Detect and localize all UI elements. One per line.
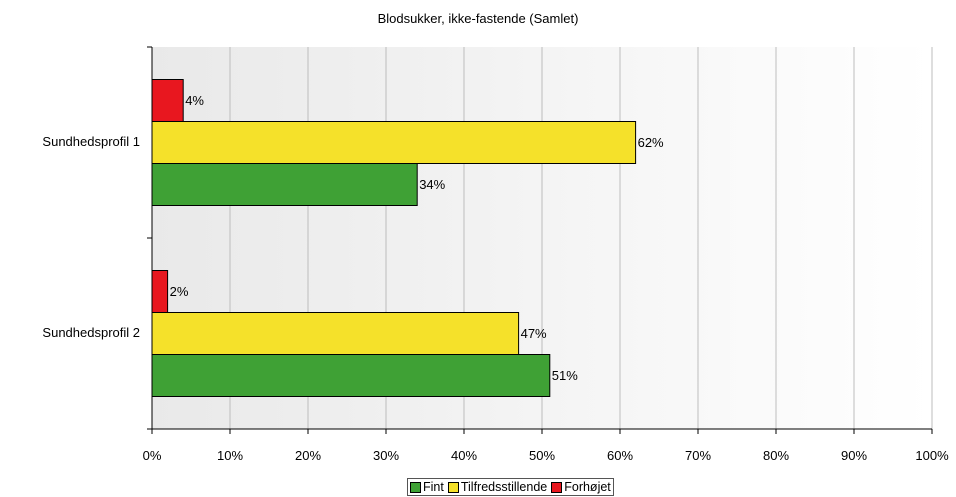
x-tick-label: 60% — [607, 448, 633, 463]
x-tick-label: 90% — [841, 448, 867, 463]
bar — [151, 79, 184, 122]
x-tick-label: 50% — [529, 448, 555, 463]
legend-item: Tilfredsstillende — [447, 480, 548, 494]
chart-title: Blodsukker, ikke-fastende (Samlet) — [377, 11, 579, 26]
bar — [151, 312, 520, 355]
bar — [151, 354, 551, 397]
legend-item: Forhøjet — [551, 480, 611, 494]
bar — [151, 121, 637, 164]
x-tick-label: 100% — [915, 448, 949, 463]
legend-label: Fint — [423, 480, 444, 494]
x-tick-label: 80% — [763, 448, 789, 463]
x-tick-label: 70% — [685, 448, 711, 463]
x-tick-label: 10% — [217, 448, 243, 463]
legend-swatch — [551, 481, 563, 493]
legend-item: Fint — [410, 480, 444, 494]
x-tick-label: 0% — [143, 448, 162, 463]
bar-value-label: 62% — [638, 135, 664, 150]
bar-value-label: 47% — [521, 326, 547, 341]
bar-value-label: 51% — [552, 368, 578, 383]
bar-value-label: 34% — [419, 177, 445, 192]
x-tick-label: 20% — [295, 448, 321, 463]
x-tick-label: 30% — [373, 448, 399, 463]
legend: Fint Tilfredsstillende Forhøjet — [407, 478, 614, 496]
category-label: Sundhedsprofil 2 — [42, 324, 140, 340]
bar — [151, 163, 418, 206]
legend-label: Forhøjet — [564, 480, 611, 494]
category-label: Sundhedsprofil 1 — [42, 133, 140, 149]
bar-value-label: 2% — [170, 284, 189, 299]
bar — [151, 270, 169, 313]
x-tick-label: 40% — [451, 448, 477, 463]
legend-swatch — [447, 481, 459, 493]
legend-label: Tilfredsstillende — [460, 480, 548, 494]
legend-swatch — [410, 481, 421, 493]
bar-value-label: 4% — [185, 93, 204, 108]
